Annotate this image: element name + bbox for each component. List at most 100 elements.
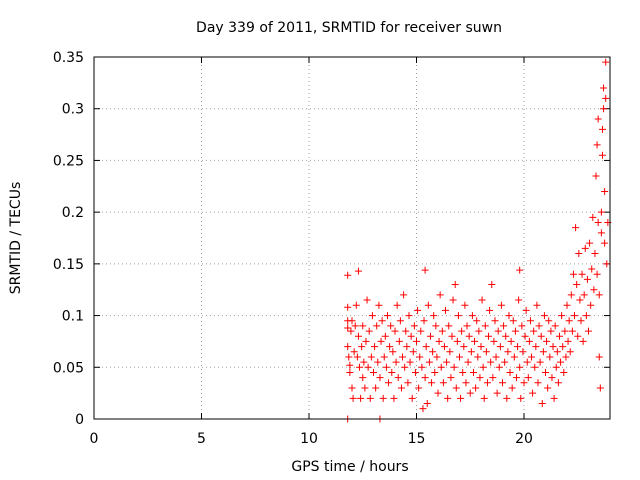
data-point (602, 94, 610, 102)
data-point (392, 358, 400, 366)
data-point (479, 363, 487, 371)
data-point (562, 353, 570, 361)
data-point (601, 187, 609, 195)
data-point (419, 405, 427, 413)
data-point (359, 322, 367, 330)
data-point (405, 312, 413, 320)
data-point (598, 151, 606, 159)
data-point (353, 353, 361, 361)
data-point (420, 317, 428, 325)
data-point (496, 343, 504, 351)
data-point (597, 208, 605, 216)
x-tick-label: 15 (408, 431, 426, 447)
data-point (351, 322, 359, 330)
data-point (402, 327, 410, 335)
data-point (524, 374, 532, 382)
data-point (397, 384, 405, 392)
data-point (589, 213, 597, 221)
data-point (552, 363, 560, 371)
data-point (423, 399, 431, 407)
data-point (356, 363, 364, 371)
data-point (497, 301, 505, 309)
data-point (474, 353, 482, 361)
y-axis-label: SRMTID / TECUs (8, 182, 24, 295)
x-tick-label: 5 (197, 431, 206, 447)
x-tick-label: 20 (515, 431, 533, 447)
data-point (361, 384, 369, 392)
x-tick-label: 0 (90, 431, 99, 447)
data-point (422, 343, 430, 351)
data-point (571, 312, 579, 320)
data-point (481, 322, 489, 330)
data-point (522, 306, 530, 314)
data-point (375, 301, 383, 309)
data-point (352, 301, 360, 309)
data-point (594, 218, 602, 226)
y-tick-label: 0.35 (53, 50, 84, 66)
data-point (394, 374, 402, 382)
data-point (585, 327, 592, 335)
data-point (430, 312, 438, 320)
y-tick-label: 0.25 (53, 153, 84, 169)
data-point (448, 332, 456, 340)
data-point (540, 312, 548, 320)
data-point (499, 379, 506, 387)
data-point (365, 327, 373, 335)
data-point (593, 270, 601, 278)
data-point (460, 343, 468, 351)
data-point (594, 115, 602, 123)
data-point (428, 379, 436, 387)
data-point (516, 266, 524, 274)
data-point (477, 343, 485, 351)
data-point (538, 399, 546, 407)
data-point (592, 172, 600, 180)
data-point (371, 343, 379, 351)
data-point (526, 317, 534, 325)
y-tick-label: 0.2 (62, 205, 84, 221)
data-point (539, 348, 547, 356)
data-point (561, 327, 569, 335)
data-point (417, 327, 425, 335)
data-point (600, 105, 608, 113)
data-point (566, 348, 574, 356)
data-point (443, 358, 451, 366)
data-point (403, 343, 411, 351)
data-point (354, 332, 362, 340)
grid-lines (94, 57, 610, 419)
data-point (382, 363, 390, 371)
data-point (493, 389, 501, 397)
x-tick-label: 10 (300, 431, 318, 447)
data-point (346, 368, 354, 376)
data-point (366, 394, 374, 402)
data-point (465, 332, 473, 340)
data-point (509, 317, 517, 325)
data-point (542, 368, 549, 376)
data-point (410, 322, 418, 330)
data-point (453, 337, 461, 345)
data-point (495, 363, 503, 371)
data-point (389, 348, 397, 356)
data-point (511, 327, 519, 335)
data-point (380, 353, 388, 361)
data-point (415, 384, 423, 392)
data-point (563, 301, 571, 309)
data-point (408, 394, 416, 402)
data-point (471, 337, 479, 345)
data-point (587, 301, 595, 309)
data-point (532, 343, 540, 351)
data-point (543, 337, 551, 345)
data-point (582, 312, 590, 320)
data-point (346, 361, 354, 369)
data-point (551, 322, 559, 330)
data-point (390, 394, 398, 402)
data-point (488, 281, 496, 289)
data-point (468, 312, 476, 320)
data-point (512, 374, 520, 382)
data-point (449, 296, 457, 304)
data-point (462, 379, 470, 387)
data-point (508, 384, 516, 392)
data-point (504, 348, 512, 356)
data-point (523, 358, 531, 366)
data-point (597, 229, 605, 237)
